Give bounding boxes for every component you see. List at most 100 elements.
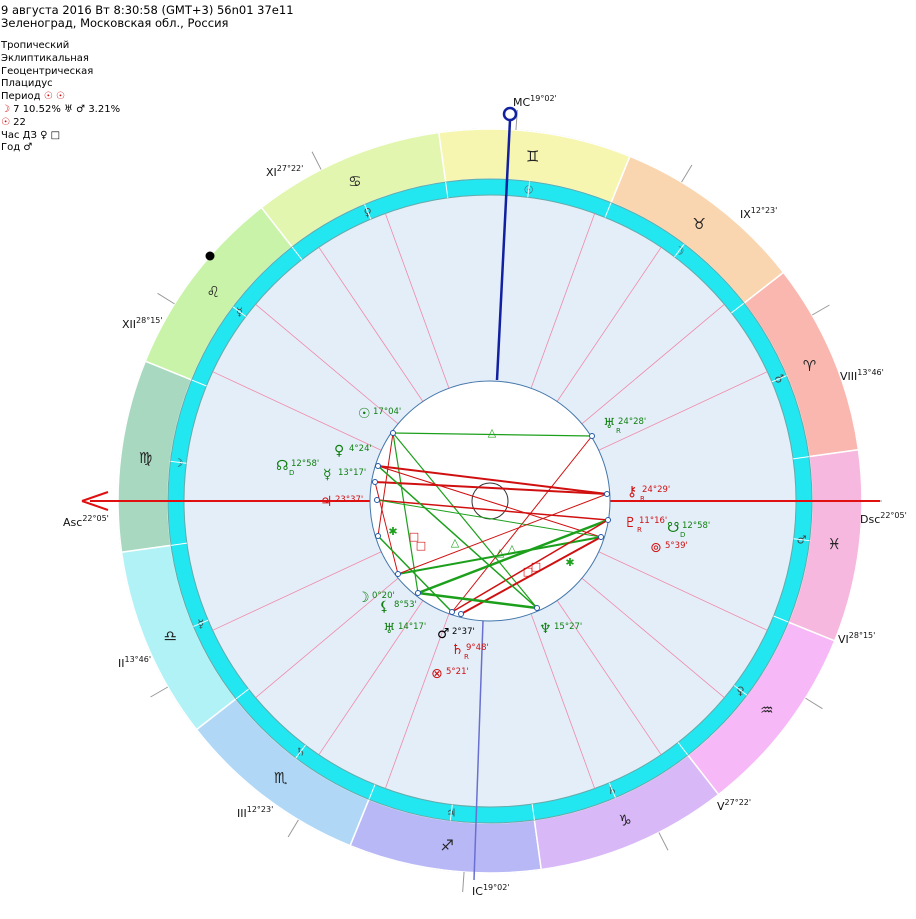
south-node-label: ☋ 12°58'D bbox=[667, 520, 710, 539]
aspect-line bbox=[376, 499, 609, 521]
cusp-tick bbox=[287, 819, 299, 838]
cusp-degree: 22°05' bbox=[880, 511, 907, 520]
neptune-degree: 15°27' bbox=[554, 622, 582, 632]
cusp-degree: 22°05' bbox=[82, 514, 109, 523]
mercury-icon: ☿ bbox=[323, 467, 332, 483]
house-division-line bbox=[556, 247, 662, 402]
aspect-line bbox=[392, 432, 538, 609]
virgo-icon: ♍ bbox=[139, 449, 152, 467]
cusp-tick bbox=[311, 151, 322, 170]
planet-point-icon bbox=[534, 605, 540, 611]
aspect-line bbox=[417, 591, 538, 610]
jupiter-degree: 23°37' bbox=[335, 495, 363, 505]
aspect-trine-icon: △ bbox=[451, 536, 460, 549]
neptune-icon: ♆ bbox=[539, 621, 552, 637]
lilith-label: ⚸ 8°53' bbox=[379, 599, 417, 615]
ruler-tick bbox=[170, 460, 187, 464]
uranus-icon: ♅ bbox=[603, 416, 616, 432]
cusp-name: VIII bbox=[840, 370, 857, 383]
aspect-square-icon: □ bbox=[409, 530, 419, 543]
hour-row: Час ДЗ ♀ □ bbox=[1, 130, 120, 143]
cusp-name: VI bbox=[838, 633, 849, 646]
aspect-trine-icon: △ bbox=[488, 426, 497, 439]
house-division-line bbox=[556, 600, 662, 755]
mars-label: ♂ 2°37' bbox=[437, 626, 475, 642]
cusp-name: IX bbox=[740, 208, 751, 221]
chart-header: 9 августа 2016 Вт 8:30:58 (GMT+3) 56n01 … bbox=[1, 4, 294, 30]
house-cusp-ii: II13°46' bbox=[118, 655, 151, 670]
aspect-square-icon: □ bbox=[416, 539, 426, 552]
house-division-line bbox=[530, 613, 596, 789]
aspect-line bbox=[377, 465, 608, 495]
planet-point-icon bbox=[372, 479, 378, 485]
pluto-icon: ♇ bbox=[624, 515, 637, 531]
fortune-degree: 5°21' bbox=[446, 667, 469, 677]
house-division-line bbox=[598, 551, 768, 631]
ruler-tick bbox=[449, 804, 453, 821]
house-cusp-xi: XI27°22' bbox=[266, 164, 303, 179]
ruler-tick bbox=[232, 306, 247, 317]
cusp-degree: 19°02' bbox=[483, 883, 510, 892]
aspect-line bbox=[377, 432, 394, 537]
ruler-tick bbox=[733, 685, 748, 696]
sun-label: ☉ 17°04' bbox=[358, 406, 401, 422]
aries-icon: ♈ bbox=[803, 357, 816, 375]
chart-place-line: Зеленоград, Московская обл., Россия bbox=[1, 16, 229, 30]
venus-square-icon: ♀ □ bbox=[40, 129, 61, 141]
aspect-sextile-icon: ✱ bbox=[388, 525, 397, 538]
zodiac-type: Тропический bbox=[1, 40, 70, 51]
planet-point-icon bbox=[589, 433, 595, 439]
selena-label: ⊚ 5°39' bbox=[650, 540, 688, 556]
neptune-node-label: ♅ 14°17' bbox=[383, 621, 426, 637]
ruler-tick bbox=[773, 615, 789, 623]
ruler-tick bbox=[608, 782, 616, 798]
ruler-tick bbox=[677, 742, 689, 756]
cusp-name: XII bbox=[122, 318, 136, 331]
house-cusp-dsc: Dsc22°05' bbox=[860, 511, 907, 526]
cusp-name: IC bbox=[472, 885, 483, 898]
moon-phase-text: 7 10.52% bbox=[13, 103, 61, 115]
pluto-retro-flag: R bbox=[637, 526, 642, 534]
selena-icon: ⊚ bbox=[650, 540, 662, 556]
ruler-tick bbox=[793, 538, 810, 542]
mars-icon: ♂ bbox=[23, 142, 33, 154]
cusp-degree: 27°22' bbox=[277, 164, 304, 173]
planet-point-icon bbox=[415, 590, 421, 596]
aspect-sextile-icon: ✱ bbox=[565, 556, 574, 569]
aspect-square-icon: □ bbox=[523, 565, 533, 578]
house-cusp-asc: Asc22°05' bbox=[63, 514, 109, 529]
chiron-icon: ⚷ bbox=[627, 484, 637, 500]
saturn-icon: ♄ bbox=[451, 642, 464, 658]
uranus-degree: 24°28' bbox=[618, 417, 646, 427]
aspect-line bbox=[374, 481, 399, 575]
north-node-retro-flag: D bbox=[289, 469, 294, 477]
mercury-label: ☿ 13°17' bbox=[323, 467, 366, 483]
saturn-retro-flag: R bbox=[464, 653, 469, 661]
cusp-tick bbox=[658, 832, 669, 851]
cusp-tick bbox=[150, 686, 169, 698]
mars-icon: ♂ bbox=[437, 626, 450, 642]
center-type: Геоцентрическая bbox=[1, 65, 94, 77]
libra-icon: ♎ bbox=[164, 627, 177, 645]
uranus-mars-icon: ♅ ♂ bbox=[64, 103, 86, 115]
chiron-label: ⚷ 24°29'R bbox=[627, 484, 670, 503]
period-label: Период bbox=[1, 91, 41, 103]
north-node-icon: ☊ bbox=[276, 458, 288, 474]
house-division-line bbox=[581, 577, 725, 698]
aquarius-icon: ♒ bbox=[760, 701, 773, 719]
moon-icon: ☽ bbox=[357, 590, 370, 606]
coordinate-system: Эклиптикальная bbox=[1, 52, 89, 64]
planet-point-icon bbox=[390, 430, 396, 436]
ruler-tick bbox=[674, 243, 685, 258]
fortune-label: ⊗ 5°21' bbox=[431, 666, 469, 682]
house-division-line bbox=[598, 371, 768, 451]
aspect-line bbox=[377, 465, 602, 538]
ruler-tick bbox=[604, 202, 612, 218]
pluto-degree: 11°16' bbox=[639, 516, 667, 526]
neptune-node-icon: ♅ bbox=[383, 621, 396, 637]
ruler-tick bbox=[193, 619, 209, 627]
uranus-label: ♅ 24°28'R bbox=[603, 416, 646, 435]
uranus-retro-flag: R bbox=[616, 427, 621, 435]
north-node-label: ☊ 12°58'D bbox=[276, 458, 319, 477]
jupiter-label: ♃ 23°37' bbox=[320, 494, 363, 510]
